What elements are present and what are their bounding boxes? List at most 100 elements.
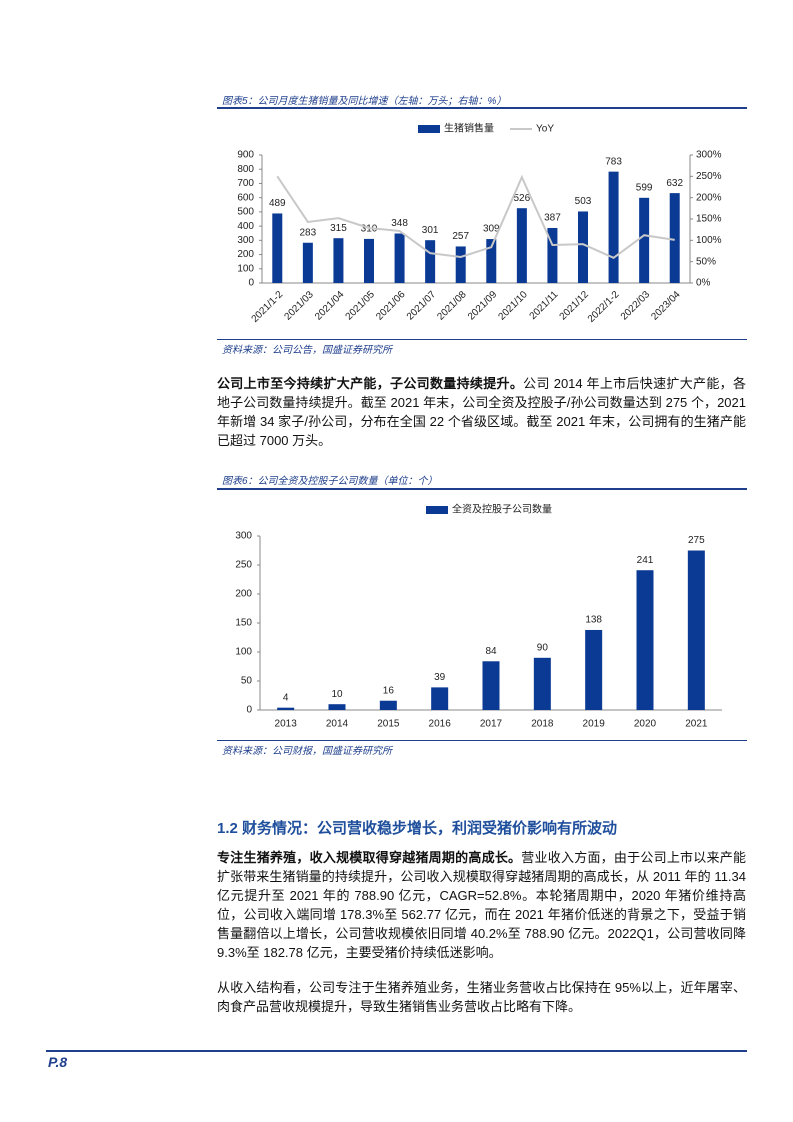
value-label: 489 xyxy=(269,198,286,209)
bar xyxy=(302,242,313,283)
value-label: 301 xyxy=(422,225,439,236)
text: 公司 2014 年上市后快速扩大产能，各地子公司数量持续提升。截至 2021 年… xyxy=(217,376,746,448)
y-tick-label: 100 xyxy=(237,263,254,274)
text: 从收入结构看，公司专注于生猪养殖业务，生猪业务营收占比保持在 95%以上，近年屠… xyxy=(217,980,746,1014)
y-tick-label: 100 xyxy=(235,647,252,658)
y2-tick-label: 150% xyxy=(696,214,722,225)
value-label: 503 xyxy=(575,196,592,207)
x-tick-label: 2021/08 xyxy=(435,289,469,323)
bar xyxy=(431,687,449,710)
legend-label: 全资及控股子公司数量 xyxy=(452,503,552,516)
bar xyxy=(455,246,466,283)
bar xyxy=(516,208,527,283)
rule xyxy=(217,740,747,741)
value-label: 783 xyxy=(605,156,622,167)
x-tick-label: 2021/03 xyxy=(283,289,317,323)
bar xyxy=(272,213,283,283)
y2-tick-label: 100% xyxy=(696,235,722,246)
rule xyxy=(217,339,747,340)
y-tick-label: 200 xyxy=(235,589,252,600)
figure-source: 资料来源：公司公告，国盛证券研究所 xyxy=(222,345,392,356)
value-label: 84 xyxy=(485,646,497,657)
y-tick-label: 400 xyxy=(237,221,254,232)
x-tick-label: 2021/04 xyxy=(313,289,347,323)
bar xyxy=(639,197,650,283)
x-tick-label: 2017 xyxy=(480,719,503,730)
x-tick-label: 2016 xyxy=(429,719,452,730)
y-tick-label: 300 xyxy=(237,235,254,246)
value-label: 599 xyxy=(636,182,653,193)
y-tick-label: 800 xyxy=(237,164,254,175)
value-label: 315 xyxy=(330,223,347,234)
x-tick-label: 2021/06 xyxy=(374,289,408,323)
x-tick-label: 2021/07 xyxy=(405,289,439,323)
x-tick-label: 2021/11 xyxy=(528,289,561,322)
y-tick-label: 50 xyxy=(241,676,253,687)
value-label: 16 xyxy=(383,685,395,696)
paragraph: 公司上市至今持续扩大产能，子公司数量持续提升。公司 2014 年上市后快速扩大产… xyxy=(217,374,746,450)
bar xyxy=(364,238,374,283)
x-tick-label: 2019 xyxy=(583,719,606,730)
legend-swatch xyxy=(418,125,440,133)
x-tick-label: 2021/09 xyxy=(466,289,500,323)
figure-source: 资料来源：公司财报，国盛证券研究所 xyxy=(222,746,392,757)
figure-caption: 图表6：公司全资及控股子公司数量（单位：个） xyxy=(222,476,438,487)
value-label: 90 xyxy=(537,642,549,653)
heading: 1.2 财务情况：公司营收稳步增长，利润受猪价影响有所波动 xyxy=(217,820,618,837)
x-tick-label: 2020 xyxy=(634,719,657,730)
x-tick-label: 2015 xyxy=(377,719,400,730)
figure-caption: 图表5：公司月度生猪销量及同比增速（左轴：万头；右轴：%） xyxy=(222,96,507,107)
lead: 公司上市至今持续扩大产能，子公司数量持续提升。 xyxy=(217,376,524,391)
bar xyxy=(333,238,344,283)
y-tick-label: 600 xyxy=(237,192,254,203)
paragraph: 专注生猪养殖，收入规模取得穿越猪周期的高成长。营业收入方面，由于公司上市以来产能… xyxy=(217,848,746,962)
y-tick-label: 500 xyxy=(237,207,254,218)
rule xyxy=(217,107,747,109)
legend-label: 生猪销售量 xyxy=(444,122,494,135)
x-tick-label: 2022/1-2 xyxy=(586,289,622,325)
x-tick-label: 2023/04 xyxy=(649,289,683,323)
y-tick-label: 900 xyxy=(237,150,254,161)
legend-swatch xyxy=(426,506,448,514)
value-label: 283 xyxy=(300,227,317,238)
bar xyxy=(669,193,680,283)
rule xyxy=(217,488,747,490)
x-tick-label: 2021/05 xyxy=(344,289,378,323)
x-tick-label: 2013 xyxy=(275,719,298,730)
bar xyxy=(379,700,397,710)
bar xyxy=(277,707,295,710)
x-tick-label: 2021/1-2 xyxy=(250,289,286,325)
x-tick-label: 2014 xyxy=(326,719,349,730)
value-label: 632 xyxy=(666,178,683,189)
y-tick-label: 0 xyxy=(246,705,252,716)
value-label: 310 xyxy=(361,224,378,235)
bar xyxy=(425,240,436,283)
value-label: 4 xyxy=(283,692,289,703)
page-number: P.8 xyxy=(48,1054,68,1070)
bar xyxy=(486,239,497,283)
bar xyxy=(636,570,654,710)
y-tick-label: 700 xyxy=(237,178,254,189)
y-tick-label: 150 xyxy=(235,618,252,629)
bar xyxy=(482,661,500,710)
value-label: 10 xyxy=(331,689,343,700)
bar xyxy=(687,550,705,710)
value-label: 348 xyxy=(391,218,408,229)
legend-label: YoY xyxy=(536,124,554,135)
x-tick-label: 2022/03 xyxy=(619,289,653,323)
x-tick-label: 2018 xyxy=(531,719,554,730)
y-tick-label: 300 xyxy=(235,531,252,542)
x-tick-label: 2021 xyxy=(685,719,708,730)
y-tick-label: 250 xyxy=(235,560,252,571)
bar xyxy=(585,629,603,710)
bar xyxy=(328,704,346,710)
value-label: 138 xyxy=(585,615,602,626)
value-label: 257 xyxy=(452,231,469,242)
text: 营业收入方面，由于公司上市以来产能扩张带来生猪销量的持续提升，公司收入规模取得穿… xyxy=(217,850,746,960)
y2-tick-label: 50% xyxy=(696,256,716,267)
value-label: 241 xyxy=(637,555,654,566)
rule xyxy=(46,1050,747,1052)
y-tick-label: 200 xyxy=(237,249,254,260)
